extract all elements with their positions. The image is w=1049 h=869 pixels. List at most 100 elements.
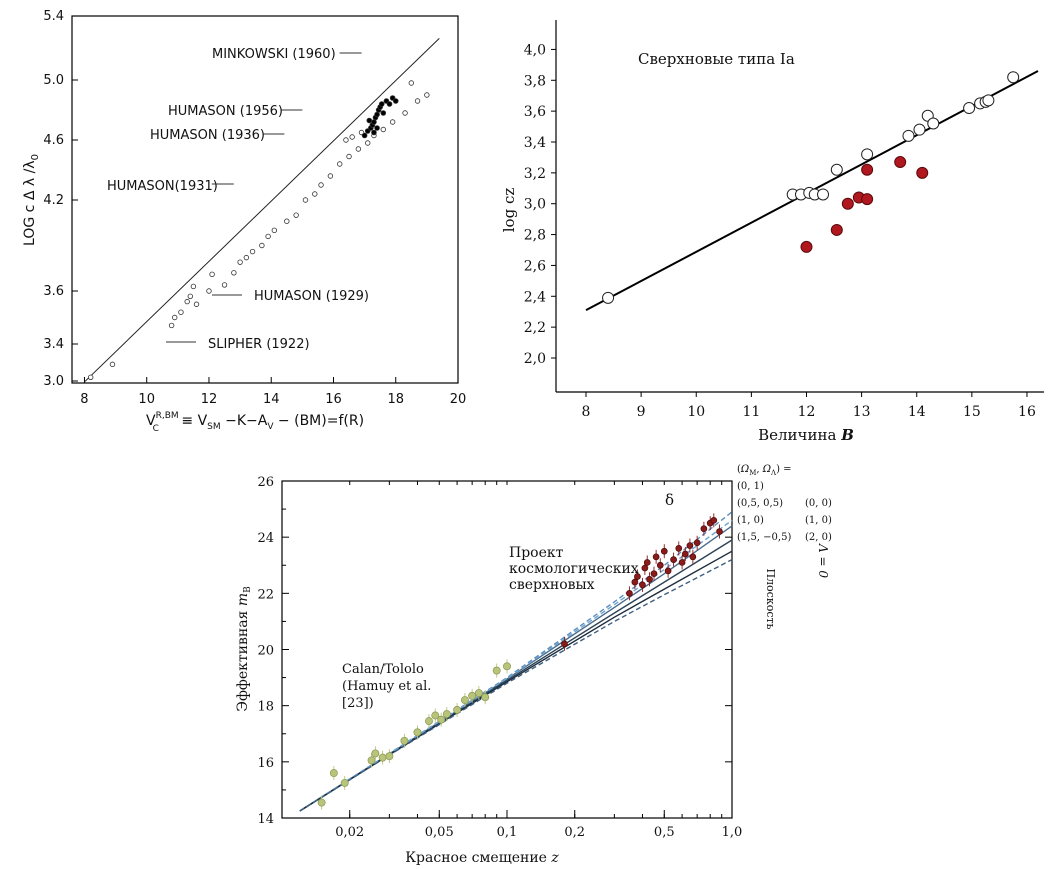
data-point-open: [982, 94, 995, 107]
data-point: [243, 254, 250, 261]
y-axis-title: log cz: [500, 188, 518, 233]
y-tick-label: 20: [257, 644, 274, 659]
data-point: [361, 132, 368, 139]
data-point: [437, 715, 446, 724]
data-point: [481, 693, 490, 702]
x-tick-label: 0,02: [335, 825, 364, 840]
data-point: [474, 689, 483, 697]
data-point: [329, 769, 338, 778]
data-point: [284, 218, 290, 224]
x-tick-label: 12: [798, 404, 816, 420]
y-tick-label: 2,4: [524, 289, 546, 305]
data-point: [187, 293, 193, 299]
legend-lambda0-2: (1, 0): [805, 515, 832, 526]
data-point: [337, 161, 343, 167]
data-point: [367, 756, 376, 765]
data-point: [221, 282, 228, 288]
data-point: [374, 125, 380, 131]
data-point: [302, 197, 309, 203]
data-point: [378, 753, 387, 762]
y-tick-label: 3,8: [524, 73, 546, 89]
y-axis-title: Эффективная mB: [235, 586, 253, 712]
y-tick-label: 3,2: [524, 166, 546, 182]
data-point: [424, 92, 430, 98]
data-point-open: [817, 188, 830, 201]
data-point: [400, 736, 409, 745]
annotation-label: HUMASON (1936): [150, 128, 265, 143]
data-point: [312, 191, 318, 197]
data-point: [700, 525, 708, 533]
x-tick-label: 20: [450, 392, 467, 407]
y-tick-label: 2,6: [524, 258, 546, 274]
data-point: [371, 749, 380, 758]
x-axis-title: Красное смещение z: [405, 850, 559, 866]
data-point-filled: [861, 193, 874, 206]
data-point-open: [902, 129, 915, 142]
x-tick-label: 14: [263, 392, 280, 407]
data-point-open: [861, 148, 874, 161]
data-point: [693, 539, 701, 547]
data-point: [639, 581, 646, 589]
data-point: [349, 134, 355, 140]
data-point-open: [602, 291, 615, 304]
data-point: [710, 516, 718, 524]
x-tick-label: 9: [637, 404, 646, 420]
data-point: [340, 778, 349, 787]
data-point-open: [913, 123, 926, 136]
y-tick-label: 3.4: [43, 337, 64, 352]
data-point: [209, 271, 215, 278]
annotation-scp-1: Проект: [509, 545, 564, 561]
plot-frame: [71, 15, 459, 384]
annotation-label: MINKOWSKI (1960): [212, 47, 336, 62]
annotation-calan-3: [23]): [342, 696, 374, 711]
y-tick-label: 18: [257, 700, 274, 715]
hubble-chart: 8 10 12 14 16 18 20 3.0 3.4 3.6 4.2 4.6 5.0 5.4 MINKO…: [22, 9, 467, 434]
x-tick-label: 12: [201, 392, 218, 407]
data-point: [259, 242, 265, 249]
data-point: [686, 542, 694, 549]
y-tick-label: 22: [257, 587, 274, 602]
data-point: [385, 752, 394, 761]
data-point: [193, 301, 200, 307]
y-tick-label: 4.6: [43, 133, 64, 148]
annotation-label: HUMASON (1956): [168, 104, 283, 119]
data-point-filled: [894, 156, 907, 169]
data-point: [374, 111, 380, 118]
data-point: [343, 137, 349, 143]
y-tick-label: 4,0: [524, 42, 546, 58]
data-point: [392, 98, 399, 104]
x-tick-label: 0,1: [497, 825, 518, 840]
y-tick-label: 26: [257, 475, 274, 490]
annotation-delta: δ: [665, 491, 674, 509]
data-point: [365, 140, 371, 146]
x-tick-label: 14: [908, 404, 926, 420]
model-curve: [299, 558, 733, 812]
y-tick-label: 2,8: [524, 228, 546, 244]
x-tick-label: 0,5: [654, 825, 675, 840]
data-point: [631, 578, 639, 586]
y-tick-label: 4.2: [43, 193, 64, 208]
data-point: [460, 696, 469, 704]
x-tick-label: 15: [963, 404, 981, 420]
annotation-calan-1: Calan/Tololo: [342, 662, 424, 677]
data-point-filled: [916, 166, 929, 179]
data-point: [431, 711, 440, 720]
annotation-calan-2: (Hamuy et al.: [342, 679, 431, 694]
data-point: [380, 126, 386, 133]
legend-lambda0-1: (0, 0): [805, 498, 832, 509]
data-point: [503, 662, 511, 671]
supernova-ia-chart: 8 9 10 11 12 13 14 15 16 2,0 2,2 2,4 2,6 2,8 3,0 3,2 3,4…: [500, 20, 1044, 444]
data-point: [660, 547, 668, 555]
data-point: [190, 283, 197, 290]
x-tick-label: 8: [582, 404, 591, 420]
legend-flat-1: (0, 1): [737, 481, 764, 492]
data-point: [389, 119, 396, 125]
data-point: [442, 710, 451, 719]
data-point: [408, 80, 415, 86]
legend-title: (ΩM, ΩΛ) =: [737, 464, 792, 477]
data-point: [468, 691, 477, 700]
data-point: [664, 567, 672, 575]
y-tick-label: 24: [257, 531, 274, 546]
y-tick-label: 3.6: [43, 284, 64, 299]
data-point-filled: [830, 223, 843, 236]
